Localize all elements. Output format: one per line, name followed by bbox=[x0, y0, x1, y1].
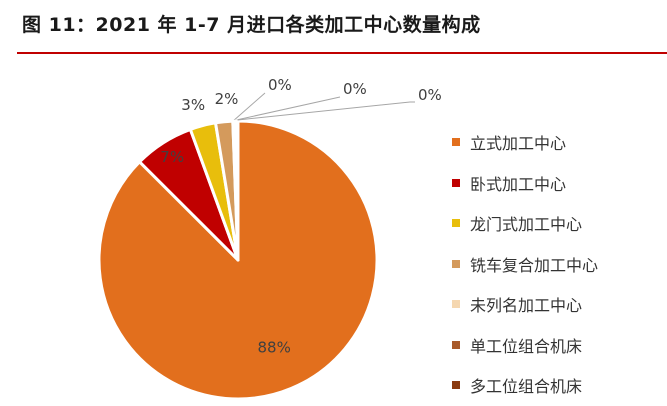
legend-swatch bbox=[452, 381, 460, 390]
legend-swatch bbox=[452, 259, 460, 268]
legend-item: 卧式加工中心 bbox=[452, 163, 598, 204]
legend-swatch bbox=[452, 219, 460, 228]
legend-swatch bbox=[452, 300, 460, 309]
legend-label: 多工位组合机床 bbox=[470, 377, 583, 397]
slice-data-label: 0% bbox=[268, 76, 292, 94]
legend-item: 龙门式加工中心 bbox=[452, 203, 598, 244]
legend-label: 立式加工中心 bbox=[470, 134, 567, 154]
legend-label: 卧式加工中心 bbox=[470, 174, 567, 194]
slice-data-label: 2% bbox=[215, 90, 239, 108]
legend-label: 龙门式加工中心 bbox=[470, 215, 583, 235]
chart-legend: 立式加工中心 卧式加工中心 龙门式加工中心 铣车复合加工中心 未列名加工中心 单工位组合机… bbox=[452, 122, 598, 406]
slice-data-label: 0% bbox=[418, 86, 442, 104]
chart-title: 图 11：2021 年 1-7 月进口各类加工中心数量构成 bbox=[22, 14, 481, 36]
legend-swatch bbox=[452, 138, 460, 147]
leader-line bbox=[236, 96, 341, 121]
legend-item: 铣车复合加工中心 bbox=[452, 244, 598, 285]
legend-label: 未列名加工中心 bbox=[470, 296, 583, 316]
slice-data-label: 88% bbox=[258, 338, 291, 356]
title-divider bbox=[17, 52, 667, 54]
legend-label: 铣车复合加工中心 bbox=[470, 255, 599, 275]
slice-data-label: 0% bbox=[343, 80, 367, 98]
legend-swatch bbox=[452, 178, 460, 187]
slice-data-label: 3% bbox=[181, 96, 205, 114]
legend-item: 多工位组合机床 bbox=[452, 365, 598, 406]
leader-line bbox=[237, 101, 415, 121]
legend-item: 未列名加工中心 bbox=[452, 284, 598, 325]
pie-slice bbox=[235, 119, 240, 262]
slice-data-label: 7% bbox=[160, 148, 184, 166]
leader-line bbox=[233, 92, 266, 121]
legend-item: 立式加工中心 bbox=[452, 122, 598, 163]
pie-slice bbox=[97, 119, 379, 401]
legend-swatch bbox=[452, 340, 460, 349]
legend-item: 单工位组合机床 bbox=[452, 325, 598, 366]
legend-label: 单工位组合机床 bbox=[470, 336, 583, 356]
